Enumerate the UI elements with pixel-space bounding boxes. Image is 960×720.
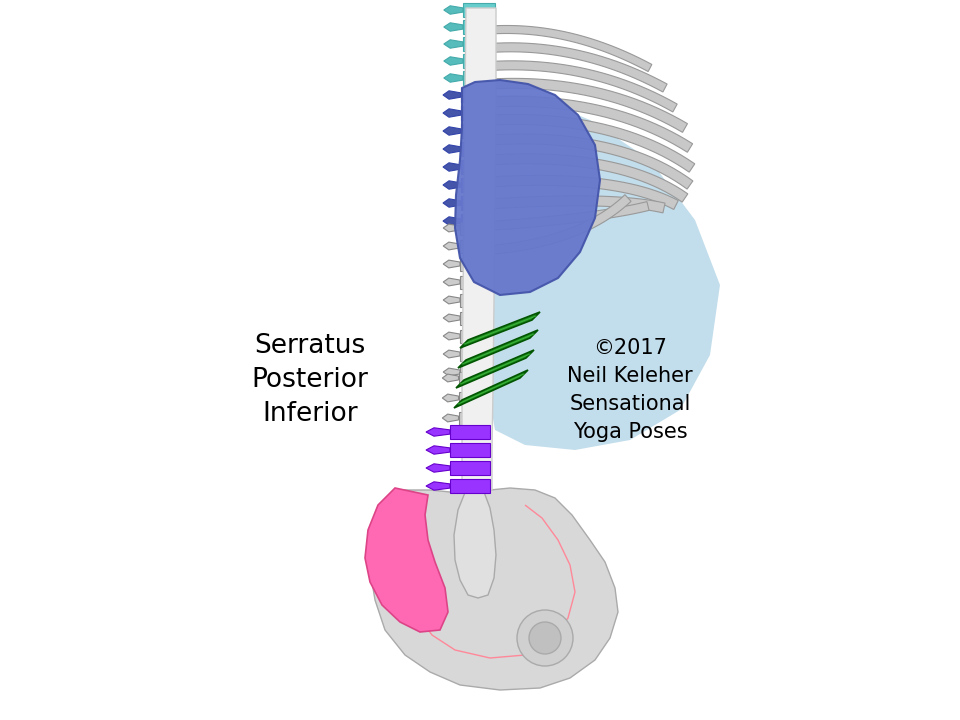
Circle shape [529,622,561,654]
Polygon shape [463,3,495,17]
Polygon shape [488,95,720,450]
Polygon shape [444,296,460,304]
Polygon shape [460,312,488,325]
Polygon shape [490,25,652,71]
Polygon shape [459,412,486,425]
Polygon shape [490,202,649,230]
Polygon shape [456,350,534,388]
Polygon shape [461,124,491,138]
Polygon shape [444,242,460,250]
Polygon shape [450,425,490,439]
Polygon shape [490,96,692,152]
Polygon shape [455,80,600,295]
Polygon shape [461,178,491,192]
Polygon shape [463,71,495,85]
Polygon shape [460,312,540,348]
Polygon shape [454,370,528,408]
Polygon shape [443,414,459,422]
Circle shape [517,610,573,666]
Polygon shape [459,392,486,405]
Polygon shape [444,6,463,14]
Polygon shape [370,488,618,690]
Polygon shape [444,368,460,376]
Polygon shape [426,428,450,436]
Polygon shape [444,332,460,340]
Polygon shape [460,330,488,343]
Polygon shape [443,217,461,225]
Polygon shape [444,278,460,286]
Polygon shape [463,20,495,34]
Polygon shape [463,37,495,51]
Polygon shape [461,214,491,228]
Polygon shape [490,176,679,210]
Polygon shape [460,240,488,253]
Polygon shape [444,260,460,268]
Polygon shape [444,224,460,232]
Polygon shape [443,109,461,117]
Polygon shape [443,199,461,207]
Polygon shape [490,154,687,202]
Polygon shape [460,366,488,379]
Polygon shape [443,181,461,189]
Polygon shape [444,57,463,66]
Polygon shape [443,91,461,99]
Polygon shape [443,374,459,382]
Polygon shape [490,61,677,112]
Polygon shape [450,479,490,493]
Polygon shape [444,40,463,48]
Polygon shape [460,348,488,361]
Polygon shape [443,127,461,135]
Text: ©2017
Neil Keleher
Sensational
Yoga Poses: ©2017 Neil Keleher Sensational Yoga Pose… [567,338,693,442]
Polygon shape [365,488,448,632]
Polygon shape [490,194,631,254]
Polygon shape [490,42,667,92]
Polygon shape [461,88,491,102]
Polygon shape [461,142,491,156]
Polygon shape [444,350,460,358]
Polygon shape [461,196,491,210]
Text: Serratus
Posterior
Inferior: Serratus Posterior Inferior [252,333,369,427]
Polygon shape [426,482,450,490]
Polygon shape [426,446,450,454]
Polygon shape [443,145,461,153]
Polygon shape [443,163,461,171]
Polygon shape [460,258,488,271]
Polygon shape [450,461,490,475]
Polygon shape [463,54,495,68]
Polygon shape [460,222,488,235]
Polygon shape [444,23,463,31]
Polygon shape [460,294,488,307]
Polygon shape [459,372,486,384]
Polygon shape [454,490,496,598]
Polygon shape [461,160,491,174]
Polygon shape [462,8,496,490]
Polygon shape [426,464,450,472]
Polygon shape [490,134,693,189]
Polygon shape [450,443,490,457]
Polygon shape [490,78,687,132]
Polygon shape [443,394,459,402]
Polygon shape [458,330,538,368]
Polygon shape [490,196,665,213]
Polygon shape [461,106,491,120]
Polygon shape [444,314,460,322]
Polygon shape [444,73,463,82]
Polygon shape [490,114,695,172]
Polygon shape [460,276,488,289]
